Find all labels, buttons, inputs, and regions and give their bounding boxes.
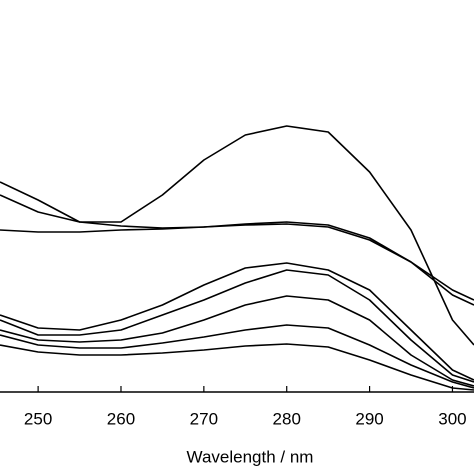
series-line: [0, 343, 474, 391]
series-line: [0, 125, 474, 346]
series-line: [0, 194, 474, 306]
x-tick-label: 290: [355, 409, 383, 428]
x-tick-label: 250: [24, 409, 52, 428]
x-tick-label: 280: [273, 409, 301, 428]
series-line: [0, 295, 474, 387]
x-tick-label: 260: [107, 409, 135, 428]
x-axis-label: Wavelength / nm: [187, 447, 314, 466]
x-tick-label: 270: [190, 409, 218, 428]
series-line: [0, 269, 474, 383]
x-tick-label: 300: [438, 409, 466, 428]
series-line: [0, 324, 474, 389]
series-line: [0, 223, 474, 301]
series-line: [0, 262, 474, 381]
